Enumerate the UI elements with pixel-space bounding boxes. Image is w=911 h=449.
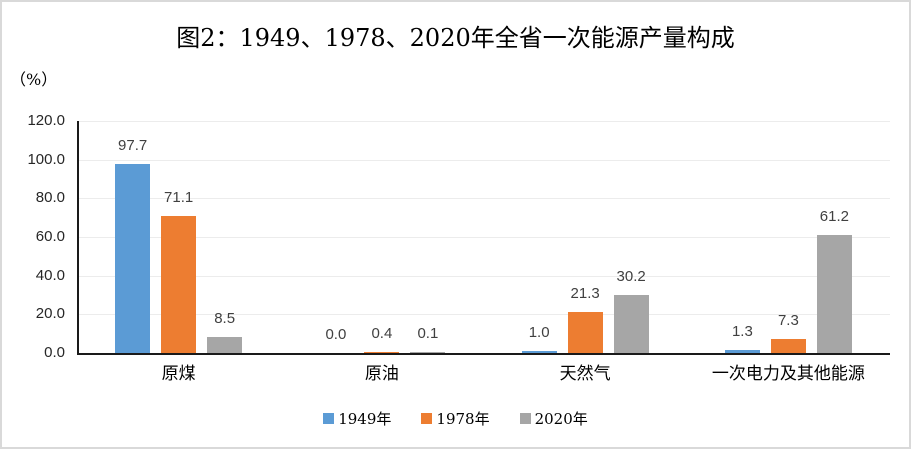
x-axis-category-label: 一次电力及其他能源 [711,364,865,384]
data-label: 61.2 [819,207,849,225]
y-axis-tick-label: 120.0 [27,112,65,129]
legend-label: 1949年 [338,409,392,428]
legend-item-1978年: 1978年 [421,408,490,429]
data-label: 71.1 [164,188,194,206]
data-label: 1.0 [528,324,550,342]
y-gridline [77,314,890,316]
bar-2020年-一次电力及其他能源 [816,234,852,353]
legend: 1949年 1978年 2020年 [2,407,909,429]
y-gridline [77,198,890,200]
data-label: 7.3 [777,311,799,329]
y-axis-unit-label: （%） [10,70,58,89]
bar-1949年-一次电力及其他能源 [724,350,760,353]
x-axis-category-label: 天然气 [559,364,611,384]
bar-2020年-原油 [410,352,446,353]
bar-1978年-天然气 [567,311,603,353]
data-label: 0.0 [325,326,347,343]
bar-2020年-天然气 [613,294,649,353]
legend-label: 1978年 [436,409,490,428]
x-axis-category-label: 原油 [364,364,399,384]
y-axis-tick-label: 40.0 [35,266,65,284]
legend-color-swatch [323,412,335,424]
bar-1978年-一次电力及其他能源 [770,338,806,353]
data-label: 8.5 [214,309,236,327]
y-gridline [77,121,890,122]
y-axis-tick-label: 100.0 [27,150,65,168]
data-label: 21.3 [570,284,600,302]
data-label: 0.4 [371,325,393,342]
legend-item-2020年: 2020年 [519,408,588,429]
x-axis-line [77,353,890,355]
bar-1949年-天然气 [521,351,557,353]
bar-1978年-原油 [364,352,400,353]
data-label: 0.1 [417,325,439,342]
y-gridline [77,159,890,161]
legend-label: 2020年 [534,409,588,428]
x-axis-category-label: 原煤 [161,364,196,384]
data-label: 1.3 [731,323,753,341]
y-axis-tick-label: 80.0 [35,189,65,207]
y-gridline [77,275,890,277]
data-label: 30.2 [616,267,646,285]
y-axis-tick-label: 20.0 [35,305,65,323]
chart-title: 图2：1949、1978、2020年全省一次能源产量构成 [176,24,735,52]
legend-color-swatch [421,412,433,424]
y-gridline [77,237,890,238]
bar-1978年-原煤 [161,215,197,353]
legend-color-swatch [519,412,531,424]
bar-1949年-原煤 [115,164,151,353]
legend-item-1949年: 1949年 [323,408,391,429]
y-axis-tick-label: 60.0 [35,228,65,245]
y-axis-line [77,121,79,353]
bar-2020年-原煤 [207,336,243,353]
data-label: 97.7 [118,137,148,155]
y-axis-tick-label: 0.0 [44,344,65,361]
